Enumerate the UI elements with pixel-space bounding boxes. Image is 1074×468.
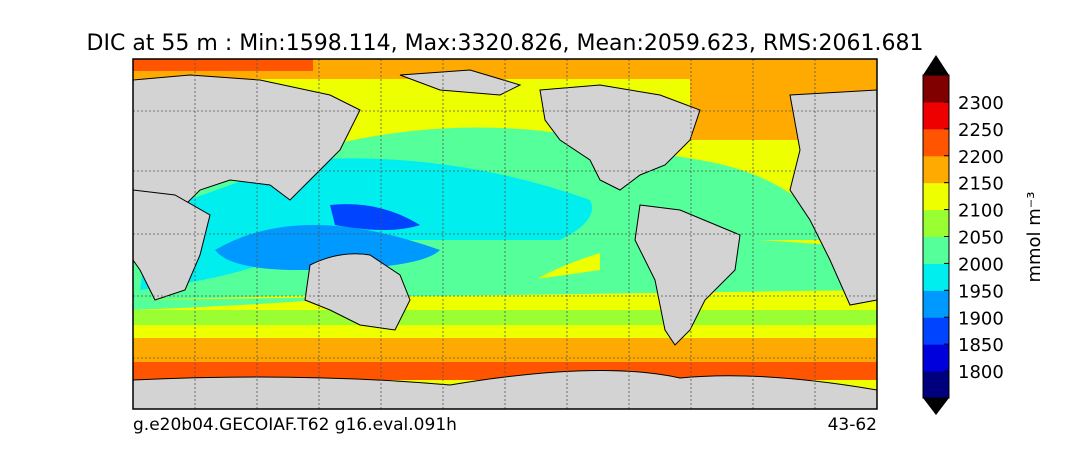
land-south-america [634,204,741,346]
map-frame [132,58,878,410]
land-africa [133,189,211,301]
colorbar-band [923,263,949,291]
colorbar-band [923,290,949,318]
colorbar-extend-min [923,398,949,415]
colorbar-band [923,155,949,184]
colorbar-label: mmol m⁻³ [1024,191,1045,282]
colorbar-tick-label: 1850 [958,335,1004,356]
land-australia [304,253,411,331]
colorbar-extend-max [923,55,949,75]
colorbar-band [923,317,949,345]
graticule [133,59,877,409]
sea-ice [399,69,522,96]
years: 43-62 [828,415,877,435]
land-north-america [539,84,701,191]
run-name: g.e20b04.GECOIAF.T62 g16.eval.091h [133,415,457,435]
colorbar-tick-label: 2300 [958,93,1004,114]
ocean-band [330,204,420,230]
colorbar-tick-label: 1800 [958,362,1004,383]
ocean-band [133,59,313,71]
colorbar-tick-label: 2050 [958,228,1004,249]
colorbar-tick-label: 2000 [958,254,1004,275]
colorbar-band [923,236,949,264]
colorbar-band [923,101,949,130]
colorbar-band [923,371,949,399]
colorbar-band [923,182,949,211]
colorbar-band [923,75,949,103]
colorbar-band [923,128,949,157]
colorbar-tick-label: 1900 [958,308,1004,329]
colorbar-tick-label: 2150 [958,174,1004,195]
colorbar-tick-label: 2100 [958,201,1004,222]
colorbar-band [923,209,949,237]
land-africa-east [789,89,877,306]
colorbar: 1800 1850 1900 1950 2000 2050 2100 2150 2200 2250… [922,55,1004,415]
colorbar-tick-label: 2250 [958,120,1004,141]
map-title: DIC at 55 m : Min:1598.114, Max:3320.826… [87,31,924,56]
colorbar-tick-label: 2200 [958,147,1004,168]
colorbar-band [923,344,949,372]
ocean-band [133,338,877,363]
ocean-band [215,225,440,270]
colorbar-tick-label: 1950 [958,281,1004,302]
map [132,58,878,410]
